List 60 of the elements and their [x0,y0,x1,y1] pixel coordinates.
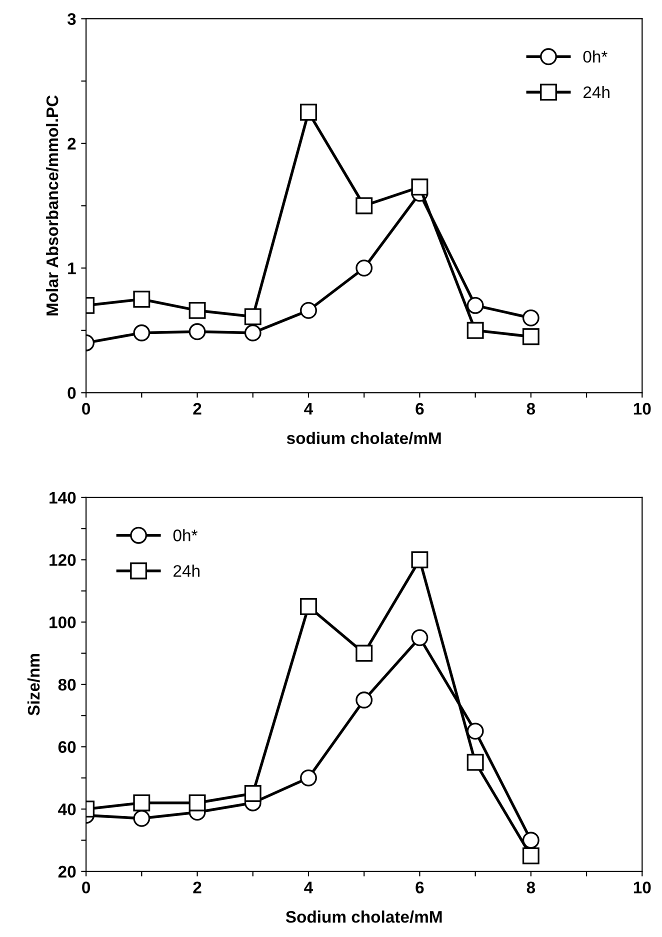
point [522,328,540,346]
y-tick-label: 80 [58,678,76,691]
point [188,794,206,812]
x-tick-label: 10 [634,882,651,894]
x-tick-label: 0 [82,402,90,415]
x-tick-label: 0 [82,882,90,894]
y-tick-label: 40 [58,803,76,816]
y-tick-label: 0 [68,387,76,399]
y-tick-label: 2 [68,138,76,150]
point [411,551,428,568]
point [244,785,262,802]
y-tick-label: 1 [68,262,76,274]
point [466,296,484,314]
point [188,302,206,319]
point [133,810,150,827]
point [522,832,540,849]
y-tick-label: 20 [58,866,76,878]
x-tick-label: 10 [634,402,651,415]
y-tick-label: 140 [50,492,76,504]
point [356,260,373,277]
point [356,644,373,662]
point [522,847,540,864]
legend-label: 0h* [583,50,608,63]
x-tick-label: 4 [304,882,314,894]
point [522,309,540,326]
point [244,308,262,326]
point [244,324,262,342]
x-tick-label: 6 [416,882,424,894]
x-tick-label: 2 [193,882,202,894]
point [356,692,373,708]
point [466,754,484,771]
point [466,722,484,740]
point [300,598,317,615]
point [133,794,150,812]
x-axis-title: sodium cholate/mM [286,432,441,444]
legend-label: 0h* [173,529,198,542]
x-tick-label: 6 [416,402,424,415]
point [300,104,317,121]
point [356,197,373,214]
point [133,290,150,308]
point [300,769,317,786]
x-tick-label: 8 [526,882,536,894]
y-axis-title: Size/nm [27,654,40,716]
y-tick-label: 60 [58,741,76,753]
y-tick-label: 3 [67,13,76,25]
x-tick-label: 4 [304,403,314,415]
point [411,629,428,646]
legend-label: 24h [174,564,200,577]
y-axis-title: Molar Absorbance/mmol.PC [46,95,58,316]
x-axis-title: Sodium cholate/mM [286,910,442,923]
y-tick-label: 100 [50,616,76,628]
point [466,322,484,339]
point [411,178,428,196]
point [188,323,206,340]
legend-label: 24h [584,86,610,98]
x-tick-label: 2 [193,402,202,415]
x-tick-label: 8 [526,402,536,415]
point [133,324,150,342]
point [300,302,317,319]
y-tick-label: 120 [50,554,76,566]
